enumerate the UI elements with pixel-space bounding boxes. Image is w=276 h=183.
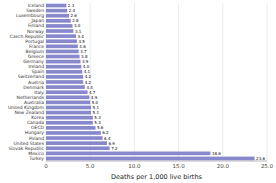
bar (46, 141, 107, 145)
bar (46, 131, 101, 135)
tick-label: 10.0 (128, 163, 141, 169)
bar (46, 65, 81, 69)
bar (46, 146, 110, 150)
data-label: 7.2 (111, 146, 118, 151)
bar (46, 55, 80, 59)
bar (46, 24, 73, 28)
bar (46, 50, 79, 54)
data-labels: 2.32.42.62.83.03.13.43.53.63.73.83.94.04… (68, 3, 266, 161)
bar (46, 4, 66, 8)
bar (46, 121, 93, 125)
tick-label: 5.0 (86, 163, 95, 169)
data-label: 18.6 (212, 151, 221, 156)
bar (46, 90, 88, 94)
grid (46, 3, 267, 161)
grid-line (267, 3, 268, 161)
grid-line (222, 3, 223, 161)
y-axis: IcelandSwedenLuxembourgJapanFinlandNorwa… (8, 3, 45, 161)
x-axis: 0 5.0 10.0 15.0 20.0 25.0 (44, 163, 273, 169)
x-axis-label: Deaths per 1,000 live births (111, 173, 202, 181)
bar (46, 9, 67, 13)
chart: 0 5.0 10.0 15.0 20.0 25.0 Deaths per 1,000 liv… (0, 0, 276, 183)
bar (46, 39, 77, 43)
tick-label: 25.0 (261, 163, 274, 169)
bar (46, 152, 210, 156)
bar (46, 19, 71, 23)
bar (46, 101, 90, 105)
tick-label: 0 (44, 163, 48, 169)
bar (46, 29, 73, 33)
grid-line (178, 3, 179, 161)
bar (46, 70, 82, 74)
bar (46, 44, 78, 48)
bar (46, 95, 89, 99)
bar (46, 126, 96, 130)
bar (46, 157, 255, 161)
category-label: Turkey (28, 156, 44, 161)
grid-line (134, 3, 135, 161)
axis-line (46, 161, 267, 162)
bar (46, 116, 93, 120)
bar (46, 111, 91, 115)
bar (46, 136, 103, 140)
tick-label: 20.0 (217, 163, 230, 169)
bar (46, 34, 76, 38)
tick-label: 15.0 (172, 163, 185, 169)
bar (46, 60, 80, 64)
bars (46, 4, 255, 161)
bar (46, 80, 83, 84)
bar (46, 14, 69, 18)
bar (46, 106, 91, 110)
data-label: 23.6 (256, 156, 265, 161)
bar (46, 85, 85, 89)
bar (46, 75, 83, 79)
